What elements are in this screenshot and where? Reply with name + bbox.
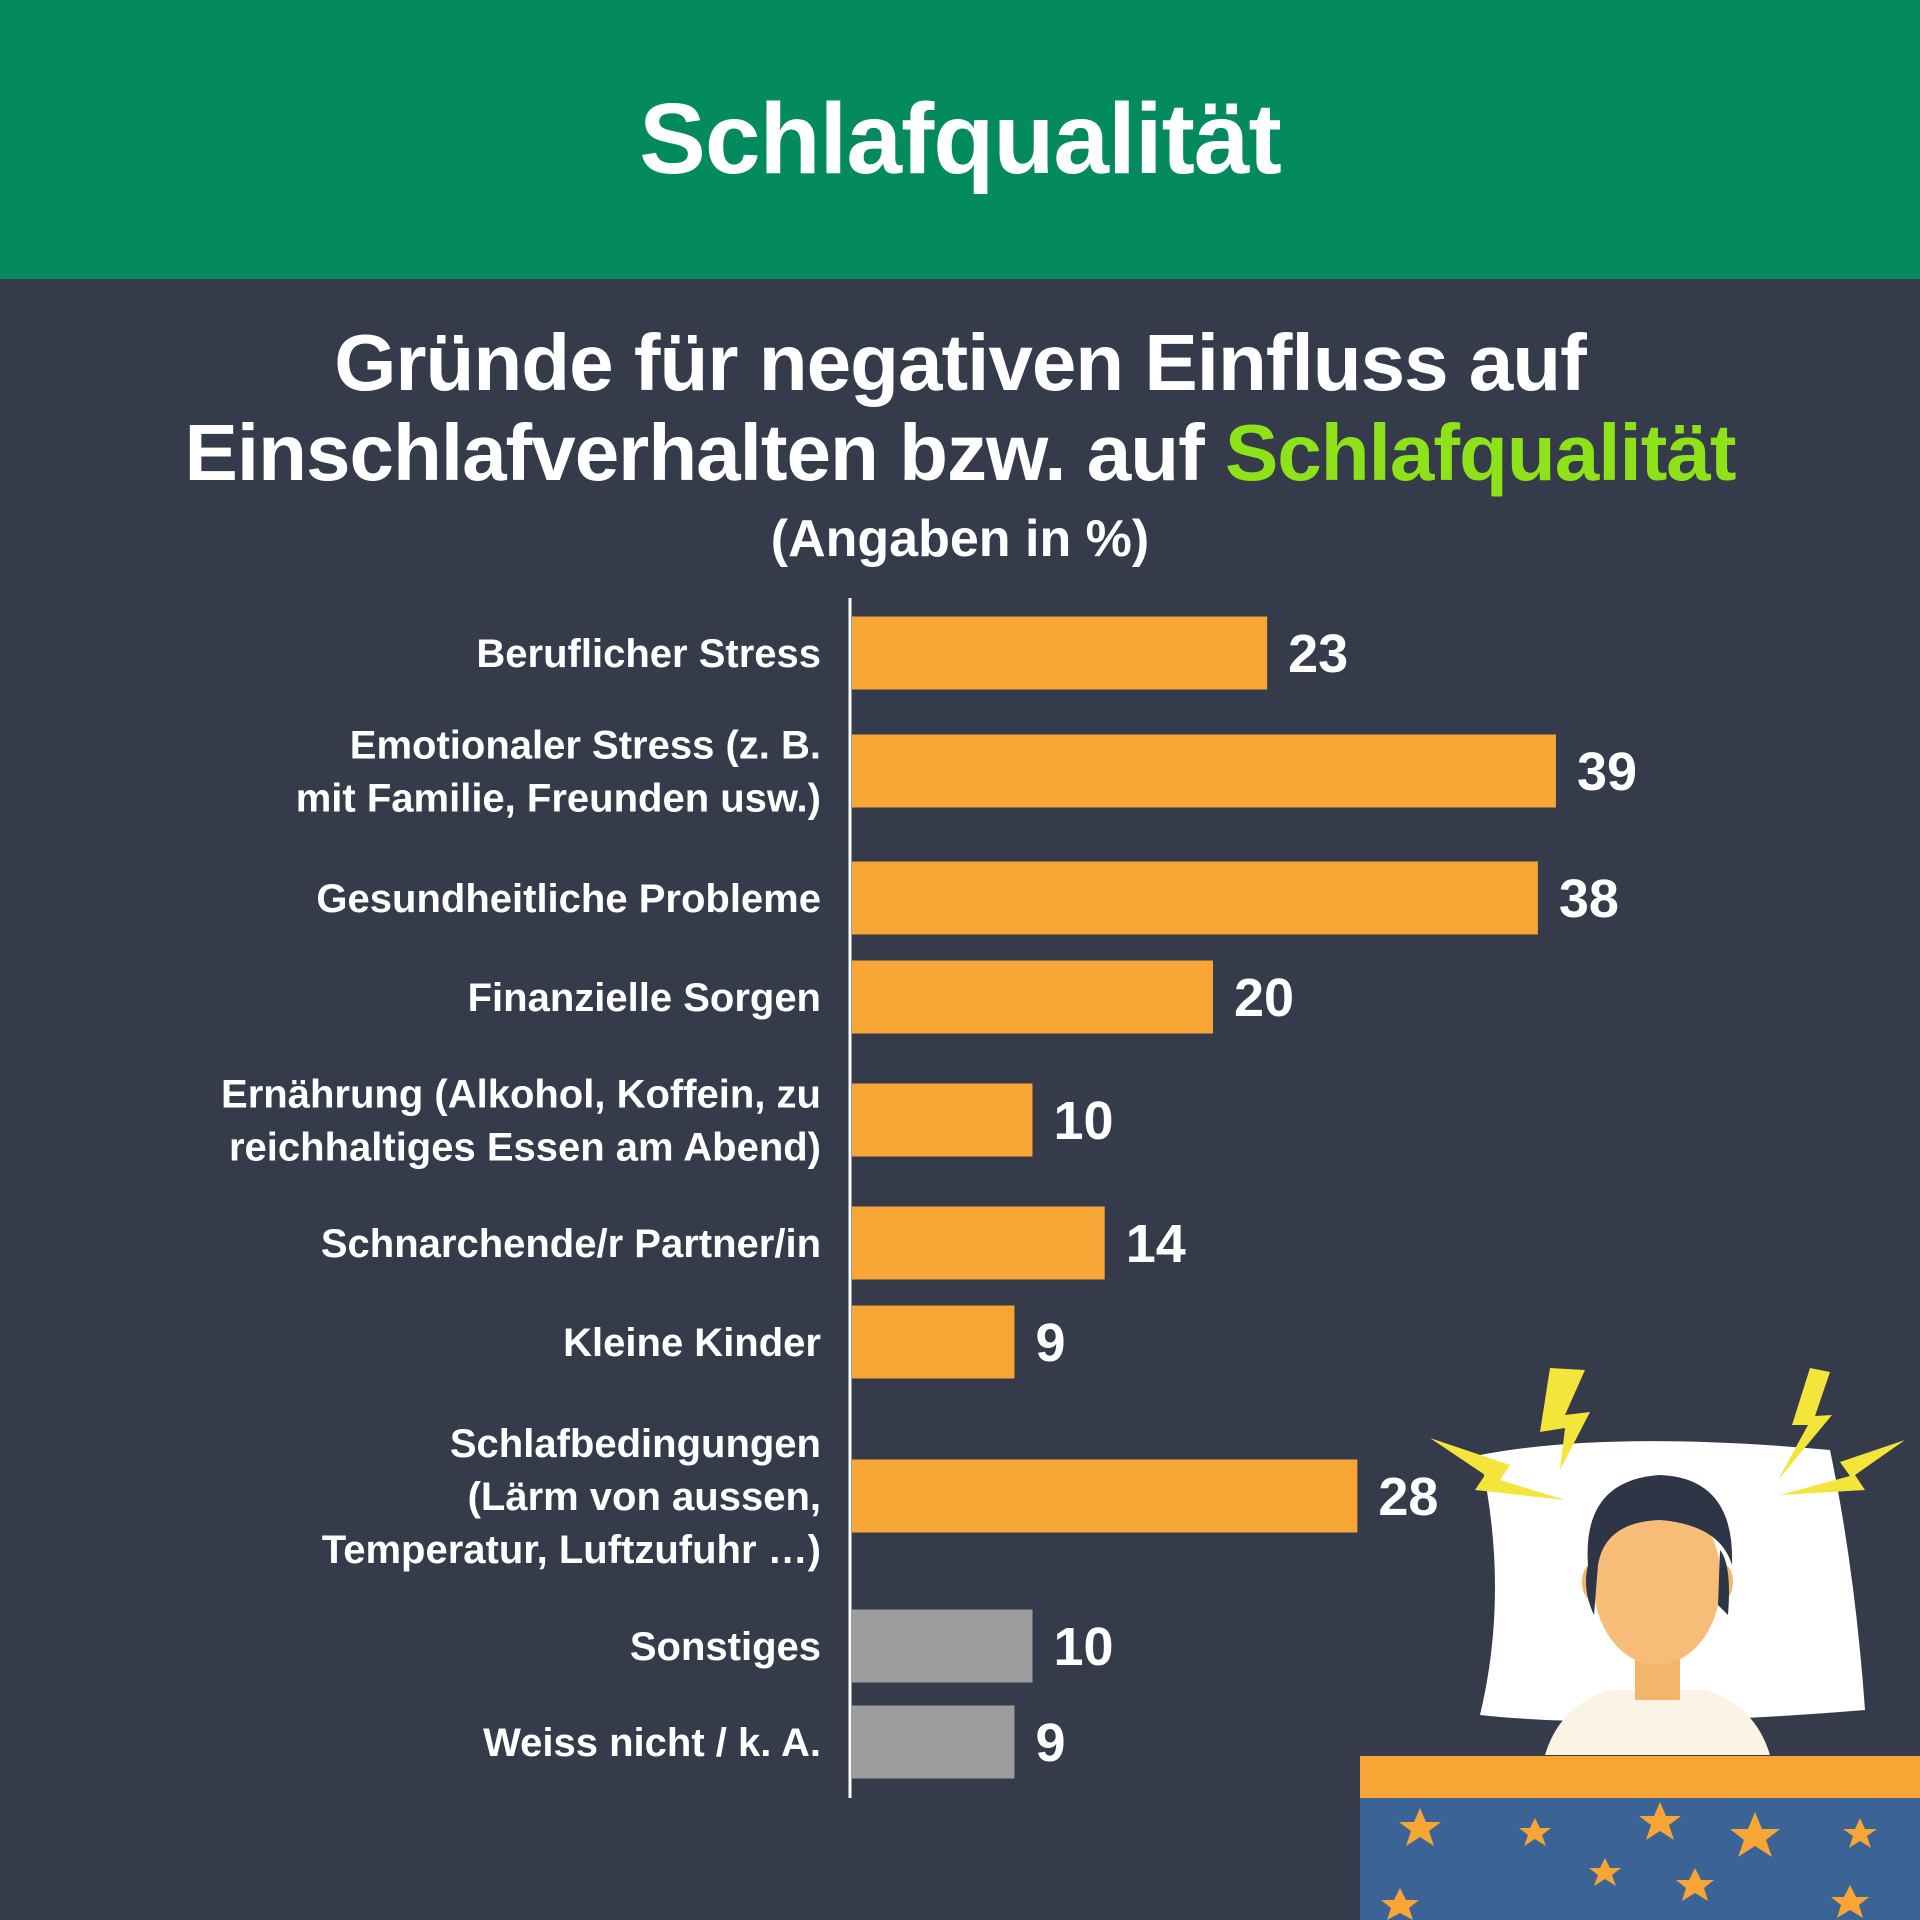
chart-title-line2-prefix: Einschlafverhalten bzw. auf — [184, 408, 1225, 497]
blanket-stars — [1381, 1802, 1877, 1920]
sleepless-person-in-bed-icon — [1360, 1368, 1920, 1920]
lightning-bolt-left-top — [1540, 1368, 1590, 1470]
chart-title-line2: Einschlafverhalten bzw. auf Schlafqualit… — [0, 408, 1920, 498]
category-label-0-line-0: Beruflicher Stress — [476, 632, 821, 676]
blanket-shape — [1360, 1798, 1920, 1920]
bar-3 — [852, 960, 1213, 1034]
value-label-5: 14 — [1126, 1214, 1186, 1274]
category-label-1-line-0: Emotionaler Stress (z. B. — [350, 724, 821, 768]
face-shape — [1593, 1495, 1721, 1665]
category-label-9-line-0: Weiss nicht / k. A. — [483, 1721, 821, 1765]
shirt-shape — [1545, 1690, 1770, 1755]
chart-title-line1: Gründe für negativen Einfluss auf — [334, 318, 1587, 407]
category-label-7-line-1: (Lärm von aussen, — [468, 1475, 821, 1519]
category-label-5-line-0: Schnarchende/r Partner/in — [321, 1222, 821, 1266]
lightning-bolt-right-top — [1778, 1368, 1832, 1480]
value-label-6: 9 — [1035, 1313, 1065, 1373]
category-label-7-line-0: Schlafbedingungen — [450, 1422, 821, 1466]
chart-subtitle: (Angaben in %) — [770, 510, 1150, 568]
value-label-8: 10 — [1054, 1617, 1114, 1677]
bar-6 — [852, 1305, 1015, 1379]
category-label-4-line-0: Ernährung (Alkohol, Koffein, zu — [221, 1073, 821, 1117]
value-label-9: 9 — [1035, 1713, 1065, 1773]
bar-7 — [852, 1459, 1358, 1533]
category-label-1-line-1: mit Familie, Freunden usw.) — [296, 777, 821, 821]
bar-9 — [852, 1705, 1015, 1779]
category-label-6-line-0: Kleine Kinder — [563, 1321, 821, 1365]
bar-5 — [852, 1206, 1105, 1280]
lightning-bolt-right — [1780, 1440, 1905, 1495]
hair-shape — [1586, 1475, 1733, 1615]
blanket-band — [1360, 1756, 1920, 1798]
value-label-7: 28 — [1378, 1467, 1438, 1527]
category-label-8-line-0: Sonstiges — [630, 1625, 821, 1669]
value-label-0: 23 — [1288, 624, 1348, 684]
bar-2 — [852, 861, 1538, 935]
category-label-4-line-1: reichhaltiges Essen am Abend) — [229, 1126, 821, 1170]
header-title: Schlafqualität — [639, 83, 1282, 195]
value-label-3: 20 — [1234, 968, 1294, 1028]
hair-side — [1718, 1550, 1729, 1615]
category-label-2-line-0: Gesundheitliche Probleme — [316, 877, 821, 921]
category-label-3-line-0: Finanzielle Sorgen — [468, 976, 821, 1020]
bar-1 — [852, 734, 1556, 808]
bar-4 — [852, 1083, 1033, 1157]
bar-0 — [852, 616, 1268, 690]
value-label-4: 10 — [1054, 1091, 1114, 1151]
header-banner: Schlafqualität — [0, 0, 1920, 279]
chart-title: Gründe für negativen Einfluss auf Einsch… — [0, 318, 1920, 498]
bar-8 — [852, 1609, 1033, 1683]
value-label-1: 39 — [1577, 742, 1637, 802]
category-label-7-line-2: Temperatur, Luftzufuhr …) — [322, 1528, 821, 1572]
lightning-bolt-left — [1430, 1438, 1565, 1500]
chart-title-highlight: Schlafqualität — [1224, 408, 1737, 497]
value-label-2: 38 — [1559, 869, 1619, 929]
